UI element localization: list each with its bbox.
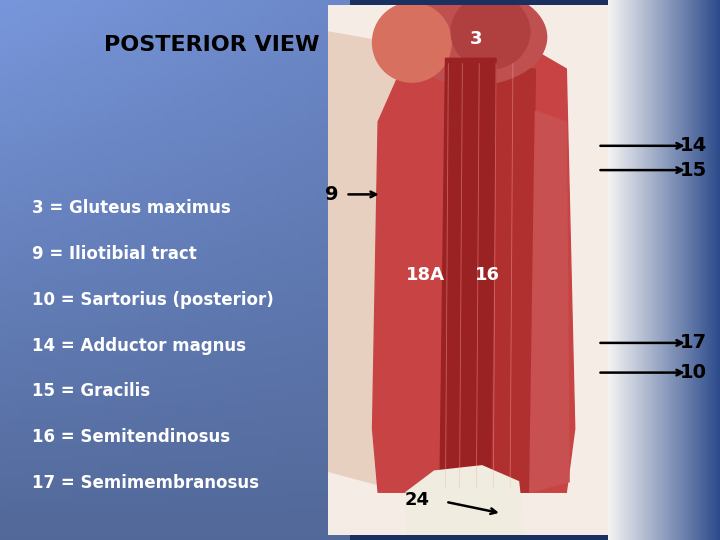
Ellipse shape xyxy=(372,3,451,82)
Text: 17: 17 xyxy=(680,333,707,353)
Text: 9: 9 xyxy=(325,185,338,204)
Text: 16: 16 xyxy=(475,266,500,284)
Text: 3 = Gluteus maximus: 3 = Gluteus maximus xyxy=(32,199,231,217)
Text: 14: 14 xyxy=(680,136,707,156)
Text: 15: 15 xyxy=(680,160,707,180)
Ellipse shape xyxy=(451,0,530,69)
Text: 15 = Gracilis: 15 = Gracilis xyxy=(32,382,150,401)
Text: 24: 24 xyxy=(405,491,430,509)
Polygon shape xyxy=(490,69,536,492)
Polygon shape xyxy=(406,466,524,535)
Text: 14 = Adductor magnus: 14 = Adductor magnus xyxy=(32,336,246,355)
Ellipse shape xyxy=(400,0,546,85)
Polygon shape xyxy=(372,48,575,492)
Polygon shape xyxy=(530,111,569,492)
Text: 16 = Semitendinosus: 16 = Semitendinosus xyxy=(32,428,230,447)
Text: POSTERIOR VIEW: POSTERIOR VIEW xyxy=(104,35,320,55)
Text: 10: 10 xyxy=(680,363,707,382)
Polygon shape xyxy=(440,58,496,492)
Text: 10 = Sartorius (posterior): 10 = Sartorius (posterior) xyxy=(32,291,274,309)
Text: 3: 3 xyxy=(470,30,482,48)
Text: 18A: 18A xyxy=(406,266,446,284)
Text: 9 = Iliotibial tract: 9 = Iliotibial tract xyxy=(32,245,197,263)
Polygon shape xyxy=(328,32,418,492)
Text: 17 = Semimembranosus: 17 = Semimembranosus xyxy=(32,474,259,492)
